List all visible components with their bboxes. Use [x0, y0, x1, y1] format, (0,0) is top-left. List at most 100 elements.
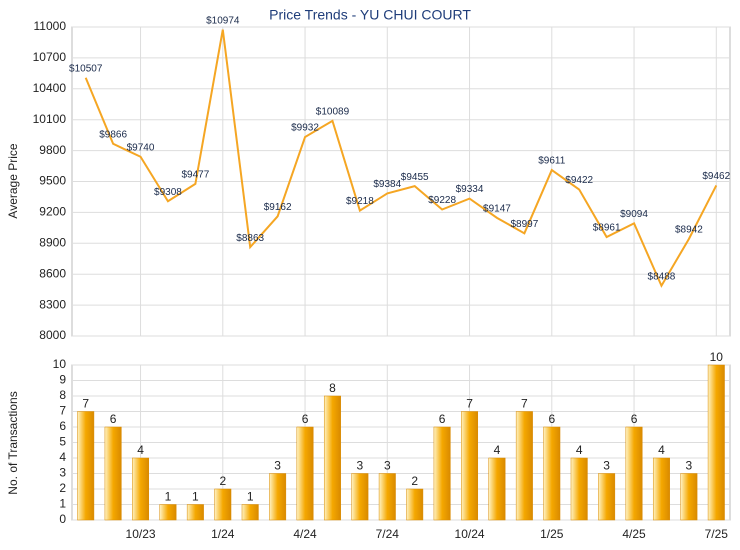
bar: [214, 488, 232, 521]
bar: [515, 411, 533, 521]
y-tick-label: 1: [59, 497, 66, 511]
bar: [433, 426, 451, 521]
data-label: $10089: [316, 106, 350, 117]
bar: [625, 426, 643, 521]
data-label: $9228: [428, 195, 456, 206]
y-tick-label: 8600: [39, 266, 66, 280]
data-label: 3: [274, 459, 281, 473]
data-label: $9094: [620, 209, 648, 220]
data-label: $9162: [264, 202, 292, 213]
data-label: $9334: [456, 184, 484, 195]
data-label: 1: [247, 490, 254, 504]
bar: [488, 457, 506, 521]
data-label: $10974: [206, 15, 240, 26]
bar: [406, 488, 424, 521]
bar: [461, 411, 479, 521]
y-tick-label: 8300: [39, 297, 66, 311]
x-tick-label: 4/25: [622, 527, 646, 541]
bar: [351, 473, 369, 521]
bar: [378, 473, 396, 521]
data-label: 6: [439, 412, 446, 426]
data-label: 7: [521, 397, 528, 411]
y-tick-label: 9500: [39, 174, 66, 188]
bar: [186, 504, 204, 521]
data-label: 3: [603, 459, 610, 473]
y-tick-label: 9200: [39, 205, 66, 219]
y-tick-label: 10400: [33, 81, 67, 95]
y-tick-label: 4: [59, 450, 66, 464]
y-tick-label: 9: [59, 373, 66, 387]
bar: [570, 457, 588, 521]
y-tick-label: 9800: [39, 143, 66, 157]
data-label: 6: [548, 412, 555, 426]
bar: [77, 411, 95, 521]
data-label: 2: [219, 474, 226, 488]
x-tick-label: 10/23: [126, 527, 156, 541]
y-tick-label: 5: [59, 435, 66, 449]
bar: [707, 364, 725, 521]
bar: [241, 504, 259, 521]
y-axis-label: No. of Transactions: [6, 391, 20, 494]
y-tick-label: 8900: [39, 235, 66, 249]
data-label: 3: [686, 459, 693, 473]
x-tick-label: 4/24: [293, 527, 317, 541]
data-label: $10507: [69, 63, 103, 74]
data-label: 10: [710, 350, 724, 364]
data-label: $9455: [401, 172, 429, 183]
data-label: $9866: [99, 129, 127, 140]
data-label: 7: [82, 397, 89, 411]
x-tick-label: 1/25: [540, 527, 564, 541]
data-label: 7: [466, 397, 473, 411]
bar: [323, 395, 341, 521]
price-line: [84, 29, 718, 288]
data-label: 3: [357, 459, 364, 473]
data-label: 6: [302, 412, 309, 426]
data-label: $9147: [483, 203, 511, 214]
data-label: $9308: [154, 187, 182, 198]
data-label: $9462: [702, 171, 730, 182]
y-tick-label: 8: [59, 388, 66, 402]
data-label: 4: [494, 443, 501, 457]
bar: [269, 473, 287, 521]
data-label: 6: [110, 412, 117, 426]
x-tick-label: 10/24: [455, 527, 485, 541]
x-tick-label: 7/24: [376, 527, 400, 541]
data-label: $8488: [648, 271, 676, 282]
data-label: $9932: [291, 123, 319, 134]
data-label: $9384: [373, 179, 401, 190]
data-label: 6: [631, 412, 638, 426]
bar: [296, 426, 314, 521]
bar: [159, 504, 177, 521]
x-tick-label: 1/24: [211, 527, 235, 541]
data-label: $8942: [675, 225, 703, 236]
bar: [543, 426, 561, 521]
data-label: 4: [576, 443, 583, 457]
y-tick-label: 8000: [39, 328, 66, 342]
y-tick-label: 11000: [34, 19, 67, 33]
data-label: 2: [411, 474, 418, 488]
data-label: 4: [137, 443, 144, 457]
data-label: $8997: [510, 219, 538, 230]
data-label: 1: [192, 490, 199, 504]
bar: [132, 457, 150, 521]
y-tick-label: 0: [59, 512, 66, 526]
data-label: $9422: [565, 175, 593, 186]
data-label: 8: [329, 381, 336, 395]
chart-title: Price Trends - YU CHUI COURT: [269, 7, 471, 23]
y-tick-label: 6: [59, 419, 66, 433]
data-label: $9477: [181, 170, 209, 181]
data-label: $9218: [346, 196, 374, 207]
x-tick-label: 7/25: [705, 527, 729, 541]
y-tick-label: 2: [59, 481, 66, 495]
data-label: 3: [384, 459, 391, 473]
bar: [598, 473, 616, 521]
y-tick-label: 3: [59, 466, 66, 480]
y-tick-label: 7: [59, 404, 66, 418]
bar: [652, 457, 670, 521]
data-label: 4: [658, 443, 665, 457]
y-tick-label: 10700: [33, 50, 67, 64]
bar: [104, 426, 122, 521]
y-axis-label: Average Price: [6, 143, 20, 218]
bar: [680, 473, 698, 521]
